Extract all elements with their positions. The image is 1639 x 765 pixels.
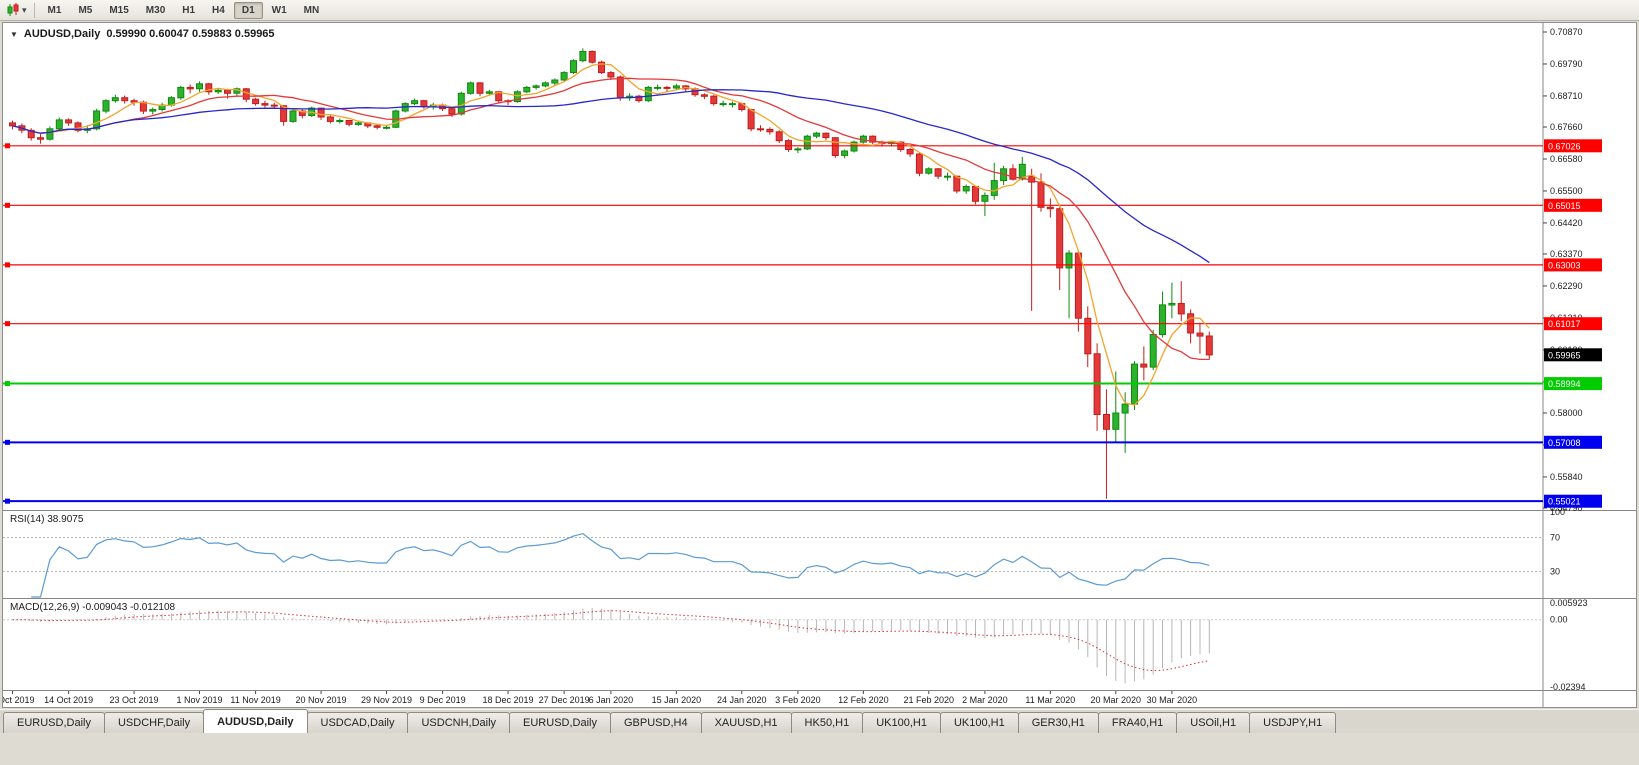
candlestick-chart-icon [7,3,19,16]
svg-text:30 Mar 2020: 30 Mar 2020 [1147,695,1198,705]
svg-text:4 Oct 2019: 4 Oct 2019 [3,695,35,705]
svg-text:0.55021: 0.55021 [1548,497,1581,507]
panel-separators [3,23,1636,707]
svg-text:20 Nov 2019: 20 Nov 2019 [296,695,347,705]
price-tags: 0.67026 0.65015 0.63003 0.61017 0.58994 0.570… [1544,139,1602,508]
svg-text:0.65015: 0.65015 [1548,201,1581,211]
svg-text:0.65500: 0.65500 [1550,186,1583,196]
macd-name: MACD(12,26,9) [10,602,80,613]
chart-canvas[interactable]: 0.70870 0.69790 0.68710 0.67660 0.66580 0.655… [3,23,1636,707]
rsi-name: RSI(14) [10,514,45,525]
svg-text:14 Oct 2019: 14 Oct 2019 [44,695,93,705]
svg-text:12 Feb 2020: 12 Feb 2020 [838,695,889,705]
svg-text:20 Mar 2020: 20 Mar 2020 [1091,695,1142,705]
timeframe-button-w1[interactable]: W1 [271,4,287,16]
macd-panel: 0.005923 0.00 -0.02394 [3,598,1588,692]
svg-text:0.63003: 0.63003 [1548,260,1581,270]
svg-text:6 Jan 2020: 6 Jan 2020 [589,695,634,705]
main-toolbar: ▾ M1 M5 M15 M30 H1 H4 D1 W1 MN [0,0,1639,21]
chart-tab-audusd-daily[interactable]: AUDUSD,Daily [203,709,308,733]
rsi-panel: 100 70 30 [3,507,1565,598]
macd-values: -0.009043 -0.012108 [82,602,176,613]
svg-text:23 Oct 2019: 23 Oct 2019 [110,695,159,705]
svg-text:70: 70 [1550,533,1560,543]
svg-text:0.57008: 0.57008 [1548,438,1581,448]
svg-text:29 Nov 2019: 29 Nov 2019 [361,695,412,705]
chart-tab-fra40-h1[interactable]: FRA40,H1 [1097,712,1178,733]
svg-text:11 Mar 2020: 11 Mar 2020 [1025,695,1075,705]
chart-ohlc-values: 0.59990 0.60047 0.59883 0.59965 [106,28,275,40]
svg-text:-0.02394: -0.02394 [1550,682,1586,692]
timeframe-button-mn[interactable]: MN [303,4,320,16]
timeframe-buttons: M1 M5 M15 M30 H1 H4 D1 W1 MN [40,0,329,20]
rsi-value: 38.9075 [47,514,84,525]
chart-symbol-period: AUDUSD,Daily [23,28,101,40]
chart-tab-ger30-h1[interactable]: GER30,H1 [1017,712,1099,733]
svg-text:0.58000: 0.58000 [1550,408,1583,418]
svg-text:0.63370: 0.63370 [1550,249,1583,259]
chart-tab-eurusd-daily[interactable]: EURUSD,Daily [3,712,105,733]
moving-averages [12,63,1210,406]
timeframe-button-m30[interactable]: M30 [145,4,166,16]
svg-text:0.69790: 0.69790 [1550,59,1583,69]
chart-tab-usdcnh-daily[interactable]: USDCNH,Daily [407,712,511,733]
svg-text:0.62290: 0.62290 [1550,281,1583,291]
svg-text:11 Nov 2019: 11 Nov 2019 [230,695,280,705]
svg-text:0.61017: 0.61017 [1548,319,1581,329]
chart-tab-hk50-h1[interactable]: HK50,H1 [790,712,864,733]
svg-text:21 Feb 2020: 21 Feb 2020 [904,695,955,705]
timeframe-button-m1[interactable]: M1 [47,4,62,16]
timeframe-button-h4[interactable]: H4 [212,4,225,16]
svg-text:1 Nov 2019: 1 Nov 2019 [176,695,222,705]
svg-text:0.68710: 0.68710 [1550,91,1583,101]
timeframe-button-m15[interactable]: M15 [109,4,129,16]
svg-text:9 Dec 2019: 9 Dec 2019 [420,695,466,705]
rsi-label: RSI(14) 38.9075 [10,514,83,525]
toolbar-separator [33,2,35,18]
chart-tab-usdcad-daily[interactable]: USDCAD,Daily [306,712,409,733]
svg-text:30: 30 [1550,567,1560,577]
symbol-dropdown-icon[interactable]: ▼ [10,29,18,39]
svg-text:0.005923: 0.005923 [1550,598,1588,608]
svg-text:2 Mar 2020: 2 Mar 2020 [962,695,1008,705]
chart-type-icon[interactable] [4,2,22,19]
chart-window: 0.70870 0.69790 0.68710 0.67660 0.66580 0.655… [2,22,1637,708]
svg-text:0.54790: 0.54790 [1550,503,1583,513]
svg-text:0.70870: 0.70870 [1550,27,1583,37]
svg-text:0.55840: 0.55840 [1550,472,1583,482]
svg-text:18 Dec 2019: 18 Dec 2019 [483,695,534,705]
svg-text:0.66580: 0.66580 [1550,154,1583,164]
date-axis: 4 Oct 2019 14 Oct 2019 23 Oct 2019 1 Nov 20… [3,691,1197,705]
svg-text:0.58994: 0.58994 [1548,379,1581,389]
candlesticks [9,48,1213,499]
chart-tab-gbpusd-h4[interactable]: GBPUSD,H4 [610,712,702,733]
timeframe-button-d1[interactable]: D1 [233,1,263,19]
svg-text:0.59965: 0.59965 [1548,350,1581,360]
chart-tab-eurusd-daily[interactable]: EURUSD,Daily [509,712,611,733]
chart-tabbar: EURUSD,Daily USDCHF,Daily AUDUSD,Daily USDC… [0,709,1639,733]
chart-tab-xauusd-h1[interactable]: XAUUSD,H1 [700,712,792,733]
svg-text:100: 100 [1550,507,1565,517]
timeframe-button-h1[interactable]: H1 [182,4,196,16]
chart-type-dropdown-icon[interactable]: ▾ [22,4,27,15]
svg-text:24 Jan 2020: 24 Jan 2020 [717,695,767,705]
macd-label: MACD(12,26,9) -0.009043 -0.012108 [10,602,175,613]
svg-text:3 Feb 2020: 3 Feb 2020 [775,695,821,705]
horizontal-lines[interactable] [3,143,1543,504]
svg-text:0.64420: 0.64420 [1550,218,1583,228]
svg-text:0.67026: 0.67026 [1548,141,1581,151]
chart-tab-usdjpy-h1[interactable]: USDJPY,H1 [1249,712,1337,733]
svg-text:27 Dec 2019: 27 Dec 2019 [539,695,590,705]
svg-text:0.00: 0.00 [1550,615,1568,625]
chart-title: ▼ AUDUSD,Daily 0.59990 0.60047 0.59883 0… [10,28,275,40]
chart-tab-uk100-h1[interactable]: UK100,H1 [862,712,941,733]
chart-tab-uk100-h1[interactable]: UK100,H1 [939,712,1019,733]
timeframe-button-m5[interactable]: M5 [78,4,93,16]
chart-tab-usoil-h1[interactable]: USOil,H1 [1176,712,1251,733]
chart-tab-usdchf-daily[interactable]: USDCHF,Daily [103,712,205,733]
svg-text:15 Jan 2020: 15 Jan 2020 [652,695,702,705]
svg-text:0.67660: 0.67660 [1550,122,1583,132]
